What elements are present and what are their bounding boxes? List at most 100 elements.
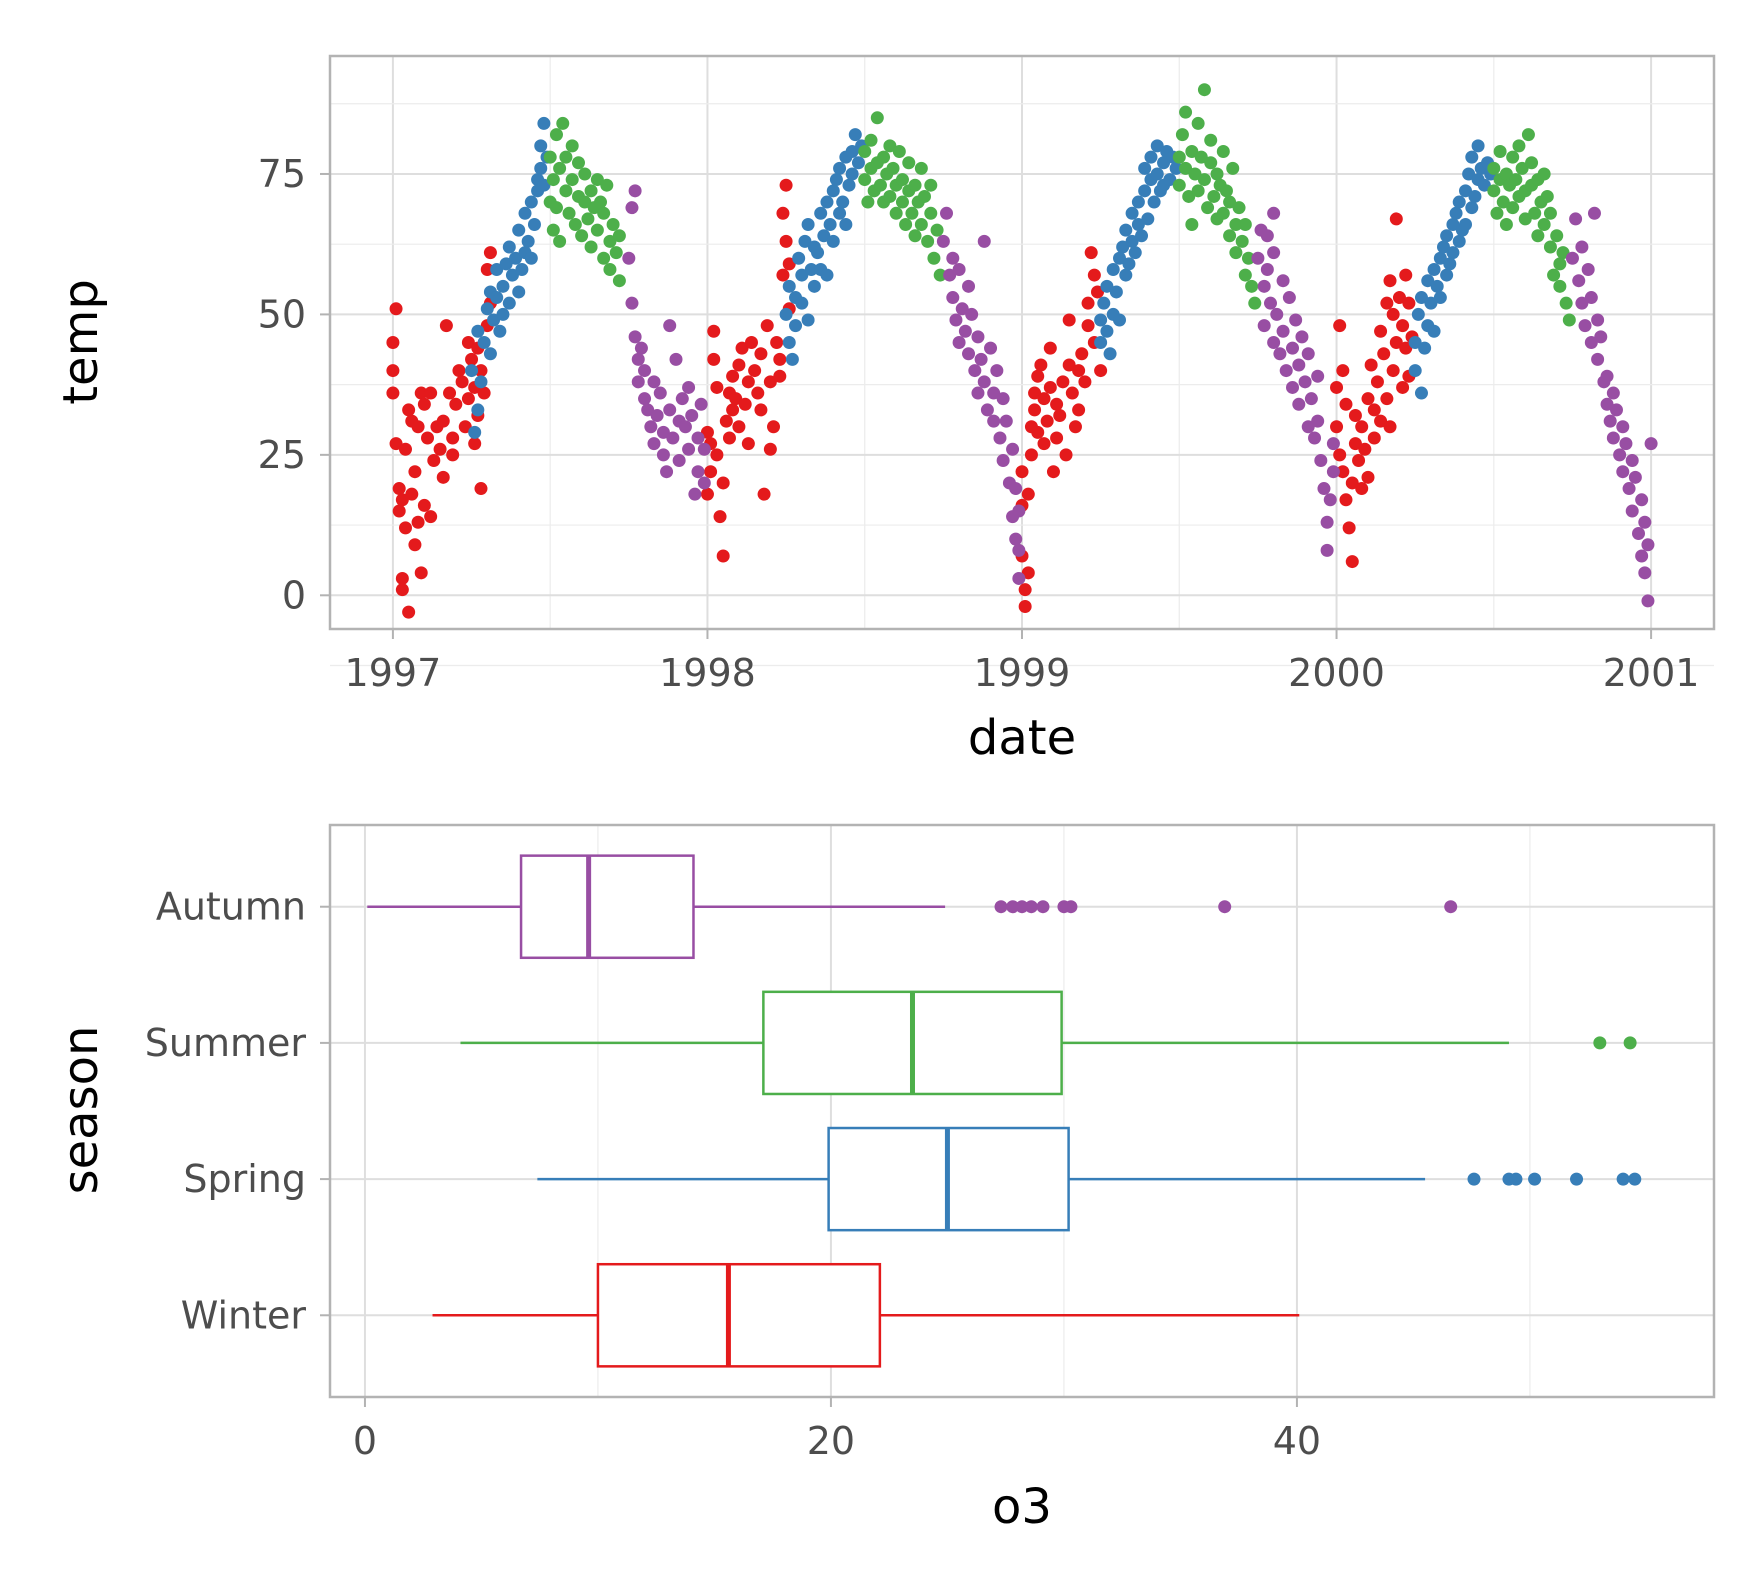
scatter-point-autumn — [1606, 431, 1620, 445]
scatter-point-spring — [833, 206, 847, 220]
scatter-point-summer — [603, 234, 617, 248]
scatter-point-spring — [1414, 291, 1428, 305]
scatter-point-winter — [389, 302, 403, 316]
scatter-point-spring — [785, 352, 799, 366]
scatter-point-autumn — [977, 375, 991, 389]
scatter-point-winter — [700, 425, 714, 439]
scatter-point-summer — [1543, 206, 1557, 220]
scatter-point-autumn — [1295, 330, 1309, 344]
scatter-point-winter — [1339, 397, 1353, 411]
scatter-point-winter — [436, 414, 450, 428]
scatter-point-winter — [402, 605, 416, 619]
scatter-point-summer — [1191, 116, 1205, 130]
scatter-point-summer — [612, 229, 626, 243]
scatter-point-autumn — [625, 296, 639, 310]
scatter-point-summer — [908, 178, 922, 192]
scatter-point-summer — [1245, 279, 1259, 293]
scatter-point-winter — [465, 352, 479, 366]
scatter-point-autumn — [675, 392, 689, 406]
scatter-point-spring — [795, 296, 809, 310]
scatter-point-summer — [1223, 229, 1237, 243]
scatter-point-winter — [1043, 380, 1057, 394]
scatter-point-winter — [474, 364, 488, 378]
scatter-point-winter — [411, 515, 425, 529]
outlier-autumn — [1006, 900, 1020, 914]
scatter-point-spring — [521, 234, 535, 248]
scatter-point-autumn — [682, 380, 696, 394]
scatter-point-winter — [1333, 319, 1347, 333]
scatter-point-summer — [1248, 296, 1262, 310]
boxplot-x-tick-label: 0 — [353, 1419, 377, 1463]
scatter-point-winter — [402, 403, 416, 417]
scatter-point-winter — [1018, 583, 1032, 597]
scatter-point-autumn — [1575, 240, 1589, 254]
scatter-point-winter — [452, 364, 466, 378]
scatter-point-summer — [1556, 246, 1570, 260]
scatter-point-summer — [1493, 145, 1507, 158]
scatter-point-winter — [1072, 403, 1086, 417]
scatter-point-winter — [1333, 448, 1347, 462]
scatter-point-spring — [1418, 341, 1432, 355]
scatter-point-winter — [1396, 319, 1410, 333]
outlier-summer — [1623, 1036, 1637, 1050]
scatter-point-autumn — [669, 352, 683, 366]
scatter-point-autumn — [1591, 313, 1605, 327]
scatter-point-winter — [461, 392, 475, 406]
scatter-point-winter — [1062, 358, 1076, 372]
outlier-summer — [1593, 1036, 1607, 1050]
scatter-point-winter — [1068, 420, 1082, 434]
scatter-point-summer — [889, 206, 903, 220]
scatter-point-summer — [1490, 206, 1504, 220]
scatter-point-autumn — [952, 262, 966, 276]
scatter-point-winter — [710, 380, 724, 394]
scatter-point-winter — [1361, 470, 1375, 484]
scatter-point-spring — [1163, 173, 1177, 187]
scatter-point-autumn — [691, 465, 705, 479]
scatter-point-autumn — [946, 251, 960, 265]
scatter-point-winter — [1056, 375, 1070, 389]
scatter-point-autumn — [958, 324, 972, 338]
scatter-point-spring — [480, 302, 494, 316]
boxplot-panel: 0 20 40 Autumn Summer Spring Winter o3 season — [53, 823, 1716, 1535]
scatter-point-winter — [729, 392, 743, 406]
outlier-autumn — [1218, 900, 1232, 914]
scatter-point-autumn — [1311, 369, 1325, 383]
scatter-point-spring — [798, 234, 812, 248]
scatter-point-autumn — [1323, 493, 1337, 507]
scatter-point-spring — [782, 336, 796, 349]
box-autumn — [519, 854, 695, 960]
scatter-point-autumn — [1012, 504, 1026, 518]
scatter-point-spring — [1147, 195, 1161, 209]
scatter-point-summer — [1194, 150, 1208, 164]
scatter-point-summer — [1223, 195, 1237, 209]
scatter-y-tick-label: 75 — [258, 152, 306, 196]
scatter-point-spring — [823, 218, 837, 232]
scatter-point-summer — [1509, 173, 1523, 187]
scatter-point-autumn — [1326, 437, 1340, 451]
scatter-point-summer — [883, 189, 897, 203]
scatter-point-spring — [471, 403, 485, 417]
scatter-point-spring — [499, 257, 513, 271]
scatter-point-summer — [1562, 313, 1576, 327]
scatter-point-autumn — [1565, 251, 1579, 265]
scatter-point-winter — [1330, 380, 1344, 394]
scatter-point-winter — [1389, 336, 1403, 349]
boxplot-summer — [460, 990, 1637, 1096]
scatter-point-spring — [1459, 218, 1473, 232]
scatter-point-spring — [1138, 184, 1152, 198]
scatter-point-spring — [1103, 347, 1117, 361]
scatter-point-winter — [779, 178, 793, 192]
scatter-point-summer — [1506, 201, 1520, 215]
scatter-point-spring — [1135, 229, 1149, 243]
scatter-y-tick-label: 0 — [282, 573, 306, 617]
scatter-point-winter — [1078, 375, 1092, 389]
boxplot-y-tick-label-spring: Spring — [183, 1157, 306, 1201]
scatter-point-spring — [1433, 251, 1447, 265]
scatter-point-summer — [1515, 161, 1529, 175]
scatter-point-winter — [480, 262, 494, 276]
scatter-point-autumn — [1638, 566, 1652, 580]
scatter-point-summer — [1553, 279, 1567, 293]
scatter-point-summer — [895, 195, 909, 209]
scatter-point-winter — [1031, 425, 1045, 439]
scatter-point-summer — [1531, 229, 1545, 243]
